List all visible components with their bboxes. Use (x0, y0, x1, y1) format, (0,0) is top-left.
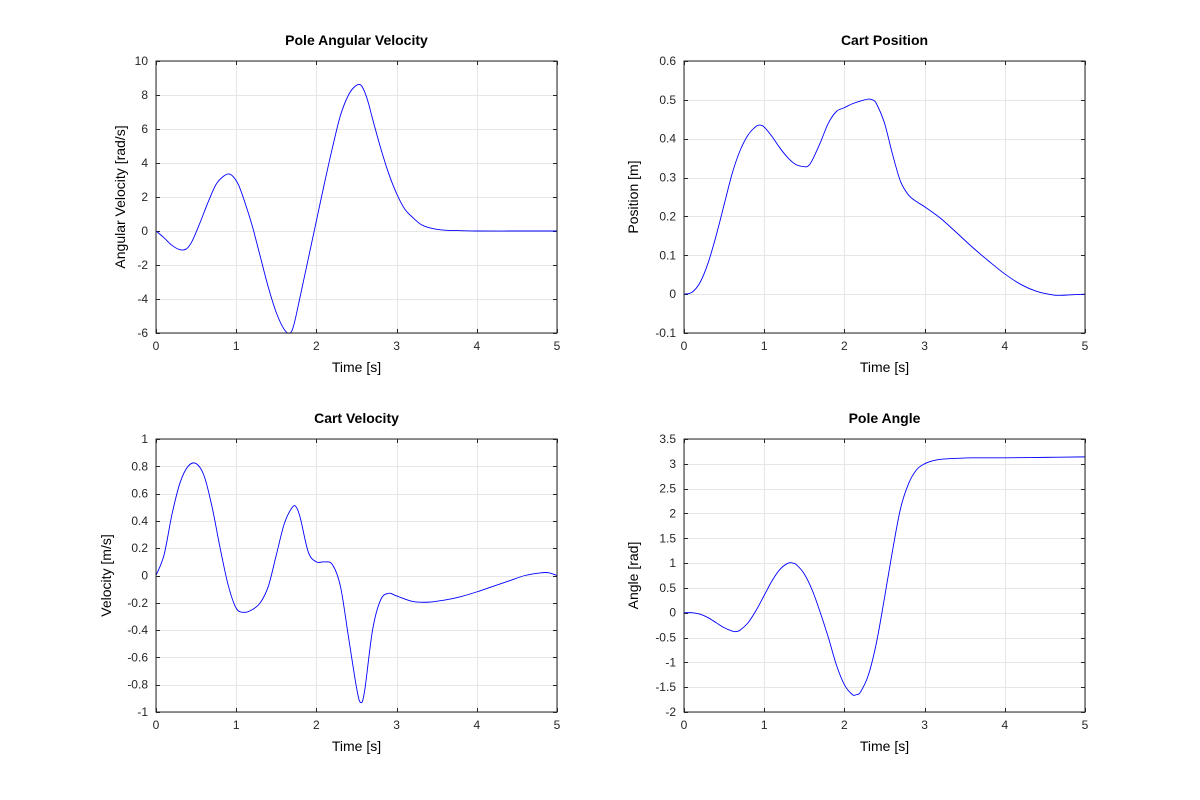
x-tick-label: 1 (233, 339, 240, 353)
y-tick-label: -1.5 (655, 680, 676, 694)
y-tick-label: 3 (669, 457, 676, 471)
y-tick-label: -0.4 (127, 623, 148, 637)
y-tick-label: 2.5 (659, 482, 676, 496)
y-tick-label: 8 (141, 88, 148, 102)
chart-title: Pole Angular Velocity (285, 32, 428, 48)
y-tick-label: 0.3 (659, 171, 676, 185)
x-axis-label: Time [s] (332, 738, 381, 754)
y-tick-label: 0.1 (659, 248, 676, 262)
x-tick-label: 2 (313, 339, 320, 353)
plot-border (683, 438, 1086, 713)
y-tick-label: -0.5 (655, 631, 676, 645)
subplot-cart-velocity: 0 1 2 3 4 5 -1 -0.8 -0.6 -0.4 -0.2 0 0.2 0.4 0.6 0.8 1 C… (98, 410, 561, 754)
x-tick-label: 1 (761, 339, 768, 353)
y-tick-label: 0.2 (131, 541, 148, 555)
x-tick-label: 5 (554, 339, 561, 353)
series-line (155, 84, 557, 334)
y-tick-label: -0.1 (655, 326, 676, 340)
y-tick-label: 1.5 (659, 531, 676, 545)
x-tick-label: 0 (153, 339, 160, 353)
y-tick-label: 2 (669, 506, 676, 520)
y-tick-label: -1 (665, 655, 676, 669)
series-line (683, 98, 1086, 296)
x-tick-label: 3 (393, 339, 400, 353)
y-tick-label: 0.2 (659, 209, 676, 223)
x-tick-label: 2 (841, 339, 848, 353)
y-tick-label: 0 (141, 224, 148, 238)
x-tick-label: 5 (1082, 339, 1089, 353)
series-line (155, 462, 558, 704)
x-tick-label: 3 (921, 339, 928, 353)
x-tick-label: 4 (473, 339, 480, 353)
y-tick-label: 0.4 (131, 514, 148, 528)
x-tick-label: 2 (841, 718, 848, 732)
y-axis-label: Velocity [m/s] (98, 534, 114, 616)
y-tick-label: 10 (135, 54, 149, 68)
y-tick-label: -0.8 (127, 678, 148, 692)
y-tick-label: -0.2 (127, 596, 148, 610)
y-tick-label: -2 (665, 705, 676, 719)
y-tick-label: 0.6 (659, 54, 676, 68)
chart-title: Pole Angle (849, 410, 921, 426)
x-tick-label: 1 (761, 718, 768, 732)
subplot-pole-angular-velocity: 0 1 2 3 4 5 -6 -4 -2 0 2 4 6 8 10 Pole Angular Velocit… (112, 32, 561, 375)
x-tick-label: 3 (921, 718, 928, 732)
y-axis-label: Angle [rad] (625, 542, 641, 610)
plot-area (683, 60, 1086, 334)
x-tick-label: 4 (1001, 339, 1008, 353)
y-tick-label: -6 (137, 326, 148, 340)
subplot-pole-angle: 0 1 2 3 4 5 -2 -1.5 -1 -0.5 0 0.5 1 1.5 2 2.5 3 3.5 Pole … (625, 410, 1089, 754)
x-axis-label: Time [s] (332, 359, 381, 375)
ticks: 0 1 2 3 4 5 -0.1 0 0.1 0.2 0.3 0.4 0.5 0.6 (655, 54, 1088, 353)
x-tick-label: 4 (473, 718, 480, 732)
x-tick-label: 1 (233, 718, 240, 732)
plot-border (155, 60, 558, 334)
y-tick-label: 0.5 (659, 93, 676, 107)
plot-border (155, 438, 558, 713)
x-axis-label: Time [s] (860, 359, 909, 375)
x-tick-label: 5 (554, 718, 561, 732)
x-tick-label: 4 (1001, 718, 1008, 732)
y-tick-label: 2 (141, 190, 148, 204)
subplot-cart-position: 0 1 2 3 4 5 -0.1 0 0.1 0.2 0.3 0.4 0.5 0.6 Cart Posit… (625, 32, 1089, 375)
y-axis-label: Angular Velocity [rad/s] (112, 125, 128, 268)
y-tick-label: 0.5 (659, 581, 676, 595)
x-tick-label: 2 (313, 718, 320, 732)
y-tick-label: 0.6 (131, 487, 148, 501)
x-tick-label: 5 (1082, 718, 1089, 732)
plot-area (683, 438, 1086, 713)
y-tick-label: -4 (137, 292, 148, 306)
plot-area (155, 438, 558, 713)
y-tick-label: 0.8 (131, 459, 148, 473)
y-tick-label: -1 (137, 705, 148, 719)
y-tick-label: 0 (141, 569, 148, 583)
chart-title: Cart Position (841, 32, 928, 48)
y-tick-label: 1 (141, 432, 148, 446)
y-tick-label: 1 (669, 556, 676, 570)
y-tick-label: 6 (141, 122, 148, 136)
x-tick-label: 0 (681, 339, 688, 353)
y-tick-label: 0 (669, 606, 676, 620)
y-tick-label: -0.6 (127, 650, 148, 664)
y-tick-label: 0.4 (659, 132, 676, 146)
plot-border (683, 60, 1086, 334)
y-tick-label: -2 (137, 258, 148, 272)
x-tick-label: 3 (393, 718, 400, 732)
y-tick-label: 4 (141, 156, 148, 170)
y-tick-label: 0 (669, 287, 676, 301)
y-tick-label: 3.5 (659, 432, 676, 446)
series-line (683, 456, 1086, 696)
chart-title: Cart Velocity (314, 410, 399, 426)
y-axis-label: Position [m] (625, 160, 641, 233)
x-tick-label: 0 (681, 718, 688, 732)
x-tick-label: 0 (153, 718, 160, 732)
x-axis-label: Time [s] (860, 738, 909, 754)
